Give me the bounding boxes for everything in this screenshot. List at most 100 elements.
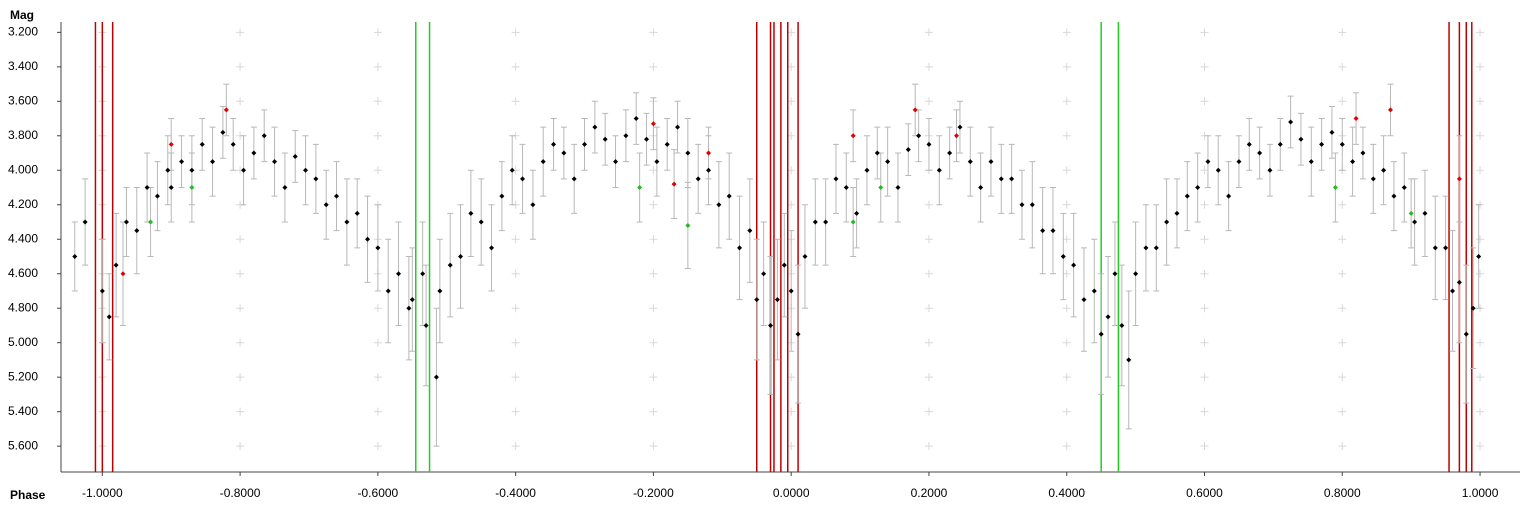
data-point xyxy=(664,141,670,147)
grid-cross xyxy=(1476,62,1485,71)
grid-cross xyxy=(787,407,796,416)
data-point xyxy=(1040,228,1046,234)
y-tick-label: 4.000 xyxy=(8,162,38,176)
grid-cross xyxy=(649,200,658,209)
grid-cross xyxy=(924,62,933,71)
data-point xyxy=(251,150,257,156)
data-point xyxy=(916,133,922,139)
data-point xyxy=(613,159,619,165)
y-tick-label: 5.000 xyxy=(8,335,38,349)
data-point xyxy=(1009,176,1015,182)
data-point xyxy=(1288,119,1294,125)
data-point xyxy=(706,150,712,156)
grid-cross xyxy=(787,442,796,451)
data-point xyxy=(812,219,818,225)
data-point xyxy=(1456,279,1462,285)
grid-cross xyxy=(1200,407,1209,416)
grid-cross xyxy=(511,338,520,347)
grid-cross xyxy=(1338,62,1347,71)
grid-cross xyxy=(649,62,658,71)
grid-cross xyxy=(1200,304,1209,313)
data-point xyxy=(261,133,267,139)
data-point xyxy=(99,288,105,294)
data-point xyxy=(1174,210,1180,216)
grid-cross xyxy=(1062,62,1071,71)
data-point xyxy=(458,253,464,259)
data-point xyxy=(774,297,780,303)
data-point xyxy=(344,219,350,225)
data-point xyxy=(695,176,701,182)
data-point xyxy=(120,271,126,277)
grid-cross xyxy=(1338,269,1347,278)
grid-cross xyxy=(787,166,796,175)
grid-cross xyxy=(1338,407,1347,416)
grid-cross xyxy=(236,407,245,416)
grid-cross xyxy=(924,407,933,416)
grid-cross xyxy=(236,338,245,347)
grid-cross xyxy=(924,28,933,37)
data-point xyxy=(1329,129,1335,135)
data-point xyxy=(189,167,195,173)
y-axis-title: Mag xyxy=(10,8,34,22)
data-point xyxy=(179,159,185,165)
data-point xyxy=(489,245,495,251)
y-tick-label: 5.200 xyxy=(8,369,38,383)
grid-cross xyxy=(511,28,520,37)
y-tick-label: 4.800 xyxy=(8,300,38,314)
grid-cross xyxy=(1200,338,1209,347)
grid-cross xyxy=(1200,28,1209,37)
y-tick-label: 3.200 xyxy=(8,25,38,39)
grid-cross xyxy=(236,442,245,451)
y-tick-label: 3.400 xyxy=(8,59,38,73)
x-tick-label: 0.8000 xyxy=(1324,486,1361,500)
data-point xyxy=(788,288,794,294)
data-point xyxy=(282,185,288,191)
data-point xyxy=(1476,253,1482,259)
y-tick-label: 5.400 xyxy=(8,404,38,418)
data-point xyxy=(1412,219,1418,225)
grid-cross xyxy=(787,200,796,209)
data-point xyxy=(223,107,229,113)
data-point xyxy=(437,288,443,294)
grid-cross xyxy=(1200,200,1209,209)
data-point xyxy=(936,167,942,173)
data-point xyxy=(530,202,536,208)
grid-cross xyxy=(1476,28,1485,37)
x-tick-label: 0.0000 xyxy=(773,486,810,500)
data-point xyxy=(1226,193,1232,199)
grid-cross xyxy=(373,338,382,347)
data-point xyxy=(144,185,150,191)
data-point xyxy=(292,153,298,159)
data-point xyxy=(406,305,412,311)
grid-cross xyxy=(1062,131,1071,140)
data-point xyxy=(754,297,760,303)
data-point xyxy=(1081,297,1087,303)
data-point xyxy=(168,185,174,191)
data-point xyxy=(420,271,426,277)
data-point xyxy=(1215,167,1221,173)
data-point xyxy=(148,219,154,225)
data-point xyxy=(123,219,129,225)
grid-cross xyxy=(1200,269,1209,278)
data-point xyxy=(768,322,774,328)
grid-cross xyxy=(1338,200,1347,209)
grid-cross xyxy=(1062,338,1071,347)
grid-cross xyxy=(1476,407,1485,416)
data-point xyxy=(781,262,787,268)
grid-cross xyxy=(1338,373,1347,382)
grid-cross xyxy=(511,304,520,313)
y-tick-label: 3.800 xyxy=(8,128,38,142)
data-point xyxy=(272,159,278,165)
data-point xyxy=(571,176,577,182)
grid-cross xyxy=(373,97,382,106)
data-point xyxy=(1246,141,1252,147)
data-point xyxy=(602,136,608,142)
data-point xyxy=(210,159,216,165)
data-point xyxy=(671,181,677,187)
grid-cross xyxy=(649,269,658,278)
data-point xyxy=(385,288,391,294)
x-tick-label: 0.2000 xyxy=(911,486,948,500)
data-point xyxy=(1257,150,1263,156)
grid-cross xyxy=(511,269,520,278)
